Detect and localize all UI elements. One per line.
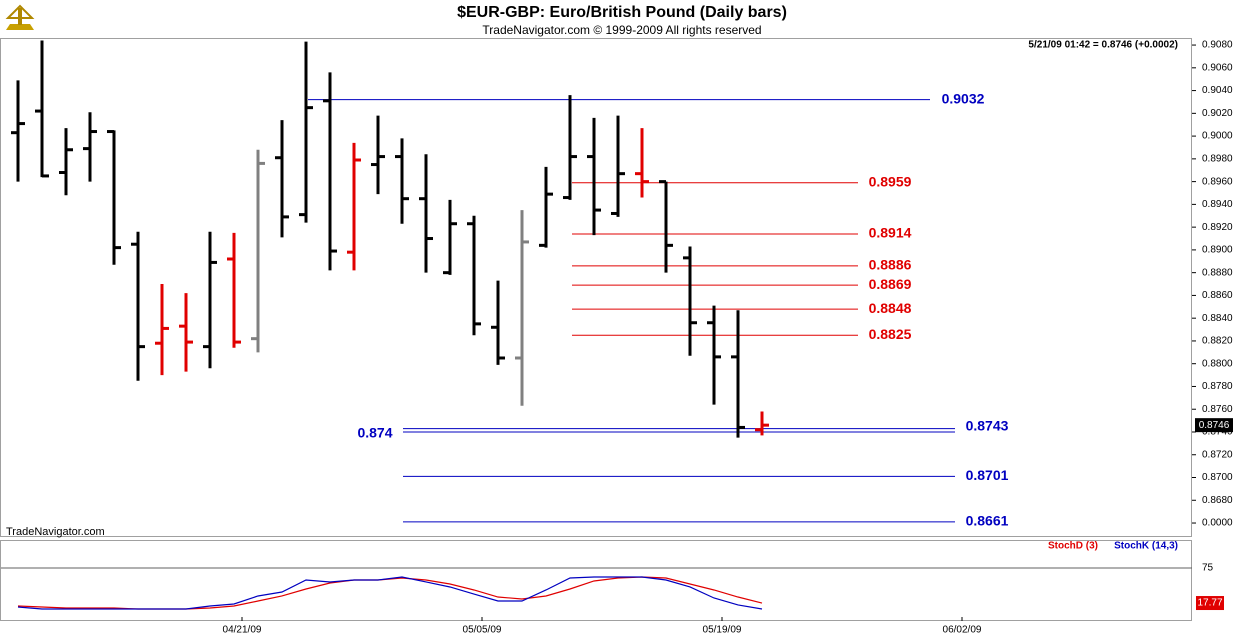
y-tick-label: 0.0000 bbox=[1202, 518, 1233, 529]
ohlc-bar bbox=[395, 138, 409, 224]
ohlc-bar bbox=[491, 280, 505, 365]
ohlc-bar bbox=[611, 115, 625, 217]
last-price: 0.8746 bbox=[1199, 420, 1230, 431]
ohlc-bar bbox=[275, 120, 289, 238]
ohlc-bar bbox=[323, 72, 337, 271]
x-tick-label: 04/21/09 bbox=[223, 625, 262, 636]
ohlc-bar bbox=[35, 40, 49, 178]
level-label: 0.874 bbox=[357, 425, 392, 441]
y-tick-label: 0.8980 bbox=[1202, 153, 1233, 164]
ohlc-bar bbox=[11, 80, 25, 182]
legend-entry: StochD (3) bbox=[1048, 541, 1098, 552]
y-tick-label: 0.8920 bbox=[1202, 222, 1233, 233]
level-label: 0.8869 bbox=[869, 276, 912, 292]
indicator-line bbox=[17, 576, 763, 610]
level-label: 0.8886 bbox=[869, 257, 912, 273]
y-tick-label: 0.8900 bbox=[1202, 245, 1233, 256]
chart-subtitle: TradeNavigator.com © 1999-2009 All right… bbox=[482, 23, 761, 37]
y-tick-label: 0.8860 bbox=[1202, 290, 1233, 301]
y-tick-label: 0.9040 bbox=[1202, 85, 1233, 96]
y-tick-label: 0.8780 bbox=[1202, 381, 1233, 392]
level-label: 0.8914 bbox=[869, 225, 912, 241]
y-tick-label: 0.8700 bbox=[1202, 472, 1233, 483]
ohlc-bar bbox=[131, 231, 145, 381]
x-tick-label: 05/05/09 bbox=[463, 625, 502, 636]
y-tick-label: 0.9000 bbox=[1202, 131, 1233, 142]
y-tick-label: 0.9060 bbox=[1202, 62, 1233, 73]
ohlc-bar bbox=[683, 246, 697, 356]
y-tick-label: 0.8960 bbox=[1202, 176, 1233, 187]
ohlc-bar bbox=[563, 95, 577, 200]
ohlc-bar bbox=[587, 117, 601, 236]
ohlc-bar bbox=[155, 284, 169, 376]
y-tick-label: 0.8820 bbox=[1202, 336, 1233, 347]
y-tick-label: 0.8800 bbox=[1202, 358, 1233, 369]
y-tick-label: 0.9080 bbox=[1202, 40, 1233, 51]
quote: 5/21/09 01:42 = 0.8746 (+0.0002) bbox=[1028, 40, 1178, 51]
ohlc-bar bbox=[707, 305, 721, 405]
level-label: 0.8848 bbox=[869, 300, 912, 316]
y-tick-label: 0.8840 bbox=[1202, 313, 1233, 324]
ohlc-bar bbox=[83, 112, 97, 182]
ohlc-bar bbox=[467, 215, 481, 336]
ohlc-bar bbox=[251, 149, 265, 353]
legend-entry: StochK (14,3) bbox=[1114, 541, 1178, 552]
ohlc-bar bbox=[515, 210, 529, 406]
ohlc-bar bbox=[419, 154, 433, 273]
ohlc-bar bbox=[659, 180, 673, 273]
y-tick-label: 0.8880 bbox=[1202, 267, 1233, 278]
ohlc-bar bbox=[443, 199, 457, 275]
watermark: TradeNavigator.com bbox=[6, 526, 105, 538]
ohlc-bar bbox=[755, 411, 769, 436]
last-value: 17.77 bbox=[1197, 598, 1222, 609]
x-tick-label: 05/19/09 bbox=[703, 625, 742, 636]
y-tick-label: 75 bbox=[1202, 563, 1214, 574]
chart-title: $EUR-GBP: Euro/British Pound (Daily bars… bbox=[457, 4, 787, 21]
ohlc-bar bbox=[635, 128, 649, 198]
level-label: 0.9032 bbox=[942, 90, 985, 106]
ohlc-bar bbox=[371, 115, 385, 195]
ohlc-bar bbox=[203, 231, 217, 369]
ohlc-bar bbox=[227, 232, 241, 348]
price-panel bbox=[0, 38, 1192, 537]
level-label: 0.8701 bbox=[966, 467, 1009, 483]
level-label: 0.8661 bbox=[966, 513, 1009, 529]
last-price-box bbox=[1195, 418, 1233, 433]
ohlc-bar bbox=[179, 293, 193, 372]
ohlc-bar bbox=[539, 166, 553, 248]
level-label: 0.8825 bbox=[869, 326, 912, 342]
level-label: 0.8743 bbox=[966, 417, 1009, 433]
ohlc-bar bbox=[107, 130, 121, 265]
y-tick-label: 0.8760 bbox=[1202, 404, 1233, 415]
y-tick-label: 0.8940 bbox=[1202, 199, 1233, 210]
level-label: 0.8959 bbox=[869, 173, 912, 189]
ohlc-bar bbox=[59, 128, 73, 196]
logo bbox=[5, 4, 35, 30]
y-tick-label: 0.8680 bbox=[1202, 495, 1233, 506]
y-tick-label: 0.8720 bbox=[1202, 449, 1233, 460]
ohlc-bar bbox=[731, 310, 745, 438]
y-tick-label: 0.9020 bbox=[1202, 108, 1233, 119]
ohlc-bar bbox=[299, 41, 313, 223]
x-tick-label: 06/02/09 bbox=[943, 625, 982, 636]
last-value-box bbox=[1196, 596, 1224, 611]
ohlc-bar bbox=[347, 142, 361, 271]
